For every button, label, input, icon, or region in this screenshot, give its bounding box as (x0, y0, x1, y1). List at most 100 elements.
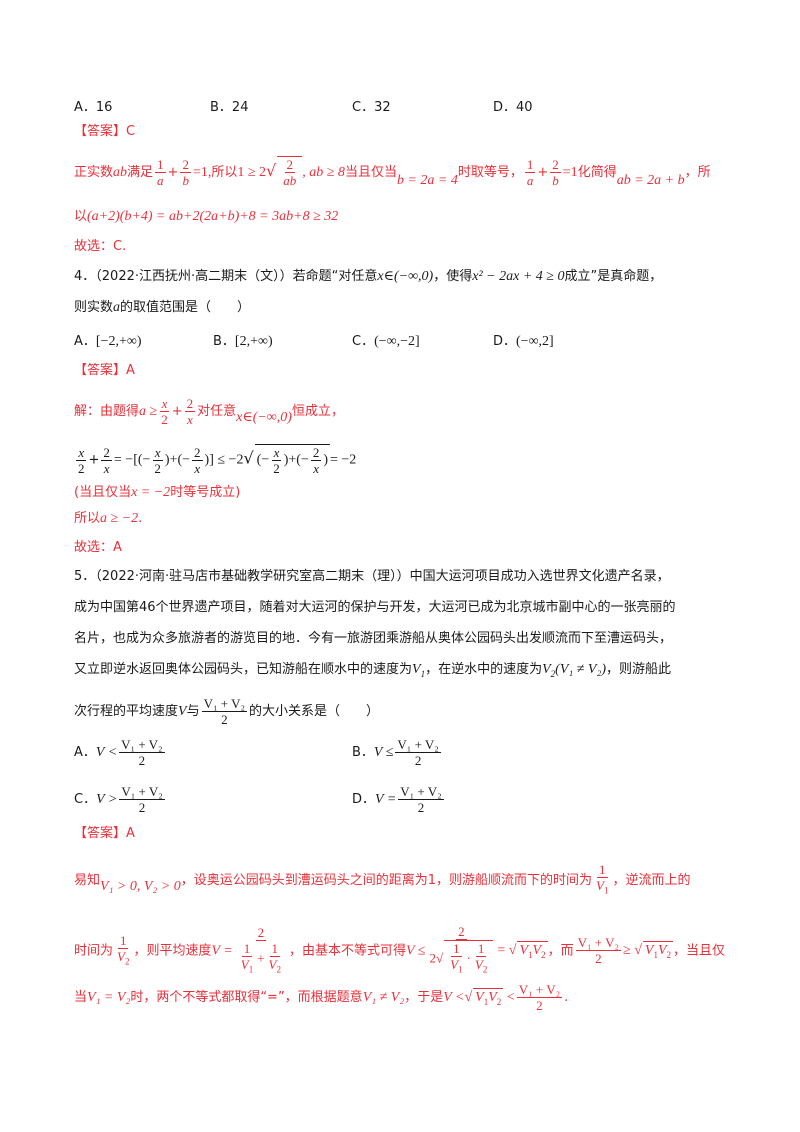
text: 对任意 (197, 404, 237, 419)
fraction: 2 ab (283, 157, 297, 188)
q4-solution-line1: 解：由题得a ≥ x 2 +2 x 对任意x∈(−∞,0)恒成立， (74, 396, 344, 427)
q4-answer-label: 【答案】A (74, 363, 135, 378)
text: 化简得 (577, 165, 617, 180)
text: 易知 (74, 872, 101, 888)
text: ，在逆水中的速度为 (425, 662, 543, 677)
text: 以 (74, 209, 88, 224)
math: x∈(−∞,0) (377, 269, 434, 284)
text: 则实数 (74, 300, 114, 315)
text: 所以 (211, 165, 238, 180)
math: =1 (562, 165, 578, 180)
q4-option-b: B．[2,+∞) (213, 334, 273, 349)
q4-option-a: A．[−2,+∞) (74, 334, 142, 349)
q5-solution-line3: 当V₁ = V₂时，两个不等式都取得“=”，而根据题意V₁ ≠ V₂，于是V <… (74, 982, 569, 1013)
math: V₁ > 0, V₂ > 0 (100, 878, 181, 894)
text: ，当且仅 (673, 943, 726, 959)
q5-stem-line1: 5．（2022·河南·驻马店市基础教学研究室高二期末（理））中国大运河项目成功入… (74, 568, 670, 586)
text: ，逆流而上的 (612, 872, 691, 888)
text: 时等号成立) (170, 485, 241, 500)
q5-stem-line3: 名片，也成为众多旅游者的游览目的地．今有一旅游团乘游船从奥体公园码头出发顺流而下… (74, 631, 673, 646)
text: 成立”是真命题， (564, 269, 663, 284)
text: 正实数 (74, 165, 114, 180)
math: V₁ = V₂ (87, 990, 131, 1005)
math: = −2 (330, 452, 357, 468)
q3-solution-line1: 正实数ab满足 1 a +2 b =1,所以1 ≥ 2√ 2 ab, ab ≥ 8当且仅当b … (74, 156, 711, 188)
text: 的大小关系是（ ） (249, 704, 380, 719)
math: V₁ ≠ V₂ (362, 990, 405, 1005)
text: ，于是 (404, 990, 444, 1005)
text: 当 (74, 990, 88, 1005)
math: )] ≤ −2 (204, 452, 244, 468)
text: 次行程的平均速度 (74, 704, 179, 719)
q4-stem-line1: 4．（2022·江西抚州·高二期末（文））若命题“对任意x∈(−∞,0)，使得x… (74, 268, 662, 286)
math: V < (443, 990, 465, 1005)
text: ，则游船此 (606, 662, 672, 677)
text: 又立即逆水返回奥体公园码头，已知游船在顺水中的速度为 (74, 662, 413, 677)
math: a ≥ −2 (100, 511, 139, 526)
question-source: （2022·江西抚州·高二期末（文）） (95, 269, 293, 284)
text: ，使得 (433, 269, 473, 284)
text: ，所 (684, 165, 711, 180)
q5-answer-label: 【答案】A (74, 826, 135, 841)
text: 解：由题得 (74, 404, 140, 419)
math: x∈(−∞,0) (236, 410, 292, 425)
math: a ≥ (139, 404, 158, 419)
q5-solution-line1: 易知V₁ > 0, V₂ > 0，设奥运公园码头到漕运码头之间的距离为1，则游船… (74, 862, 691, 896)
text: (当且仅当 (74, 485, 132, 500)
text: 恒成立， (291, 404, 344, 419)
math: ab = 2a + b (616, 173, 685, 188)
math: ab (113, 165, 128, 180)
q3-answer-label: 【答案】C (74, 124, 136, 139)
q5-stem-line2: 成为中国第46个世界遗产项目，随着对大运河的保护与开发，大运河已成为北京城市副中… (74, 600, 676, 615)
text: 所以 (74, 511, 101, 526)
q5-option-c: C．V > V₁ + V₂ 2 (74, 784, 165, 815)
q5-stem-line4: 又立即逆水返回奥体公园码头，已知游船在顺水中的速度为V1，在逆水中的速度为V2(… (74, 662, 672, 679)
q4-stem-line2: 则实数a的取值范围是（ ） (74, 299, 250, 317)
q5-solution-line2: 时间为 1 V2 ，则平均速度V = 2 1 V1 +1 V2 ，由基本不等式可得V ≤2 2√ 1 V… (74, 924, 725, 978)
math: (V₁ ≠ V₂) (555, 662, 607, 677)
math: b = 2a = 4 (396, 173, 458, 188)
q3-solution-line2: 以(a+2)(b+4) = ab+2(2a+b)+8 = 3ab+8 ≥ 32 (74, 208, 338, 226)
question-source: （2022·河南·驻马店市基础教学研究室高二期末（理）） (95, 569, 410, 584)
math: )+(− (164, 452, 191, 468)
text: . (564, 990, 569, 1005)
q3-conclusion: 故选：C. (74, 239, 127, 254)
math: (a+2)(b+4) = ab+2(2a+b)+8 = 3ab+8 ≥ 32 (87, 209, 339, 224)
text: 中国大运河项目成功入选世界文化遗产名录， (409, 569, 670, 584)
q5-option-a: A．V < V₁ + V₂ 2 (74, 737, 165, 768)
q3-option-b: B．24 (210, 100, 249, 115)
q4-solution-line3: (当且仅当x = −2时等号成立) (74, 484, 240, 502)
math: a (113, 300, 121, 315)
math: x² − 2ax + 4 ≥ 0 (472, 269, 565, 284)
text: 时间为 (74, 943, 114, 959)
q4-option-d: D．(−∞,2] (493, 334, 554, 349)
q4-solution-line2: x 2 +2 x = −[(− x 2)+(− 2 x)] ≤ −2√ (− x 2)+(− 2 x) = … (76, 444, 357, 476)
q4-option-c: C．(−∞,−2] (352, 334, 420, 349)
math: =1, (192, 165, 212, 180)
text: 的取值范围是（ ） (120, 300, 251, 315)
q3-option-c: C．32 (352, 100, 391, 115)
text: 时，两个不等式都取得“=”，而根据题意 (130, 990, 363, 1005)
text: . (138, 511, 143, 526)
math: 1 ≥ 2 (237, 165, 267, 180)
text: 当且仅当 (344, 165, 397, 180)
q5-option-b: B．V ≤ V₁ + V₂ 2 (352, 737, 441, 768)
text: ，则平均速度 (133, 943, 212, 959)
q3-option-a: A．16 (74, 100, 113, 115)
math: x = −2 (131, 485, 171, 500)
question-number: 5． (74, 569, 96, 584)
text: 与 (186, 704, 200, 719)
q5-option-d: D．V = V₁ + V₂ 2 (352, 784, 444, 815)
text: 满足 (127, 165, 154, 180)
text: ，设奥运公园码头到漕运码头之间的距离为1，则游船顺流而下的时间为 (180, 872, 593, 888)
text: ，由基本不等式可得 (288, 943, 406, 959)
text: ，而 (547, 943, 574, 959)
math: , ab ≥ 8 (302, 165, 345, 180)
text: 时取等号， (457, 165, 523, 180)
q3-option-d: D．40 (493, 100, 533, 115)
math: = −[(− (113, 452, 151, 468)
